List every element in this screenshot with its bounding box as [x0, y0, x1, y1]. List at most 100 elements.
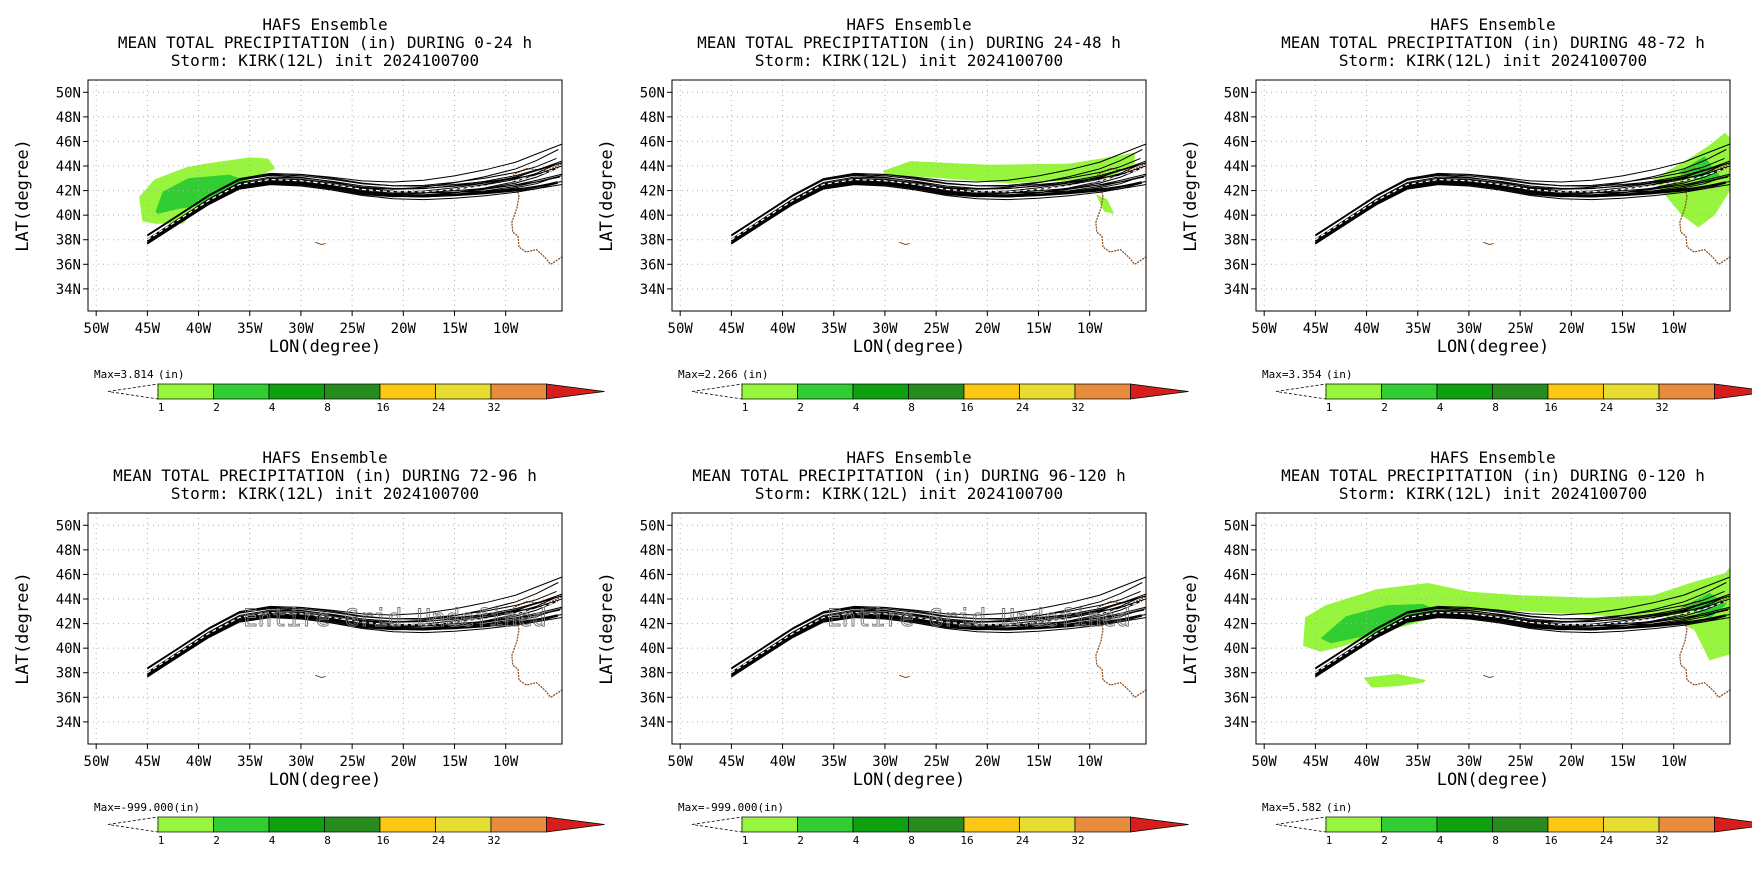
- x-tick-label: 50W: [668, 321, 694, 337]
- y-tick-label: 48N: [640, 543, 665, 559]
- y-tick-label: 38N: [640, 233, 665, 249]
- colorbar-level-label: 1: [742, 401, 749, 414]
- y-tick-label: 42N: [640, 184, 665, 200]
- colorbar-level-label: 4: [853, 834, 860, 847]
- y-tick-label: 34N: [56, 282, 81, 298]
- colorbar-level-label: 2: [213, 834, 220, 847]
- colorbar-level-label: 2: [797, 834, 804, 847]
- max-unit-label: (in): [742, 368, 769, 381]
- y-tick-label: 40N: [1224, 641, 1249, 657]
- colorbar-segment-4: [325, 384, 381, 399]
- y-tick-label: 36N: [1224, 690, 1249, 706]
- undefined-grid-message: Entire Grid Undefined: [827, 604, 1130, 632]
- y-tick-label: 34N: [640, 282, 665, 298]
- y-tick-label: 48N: [56, 543, 81, 559]
- colorbar-segment-7: [1075, 817, 1131, 832]
- plot-area: [88, 80, 567, 311]
- colorbar-segment-1: [1326, 817, 1382, 832]
- x-tick-label: 40W: [186, 321, 212, 337]
- colorbar-level-label: 1: [158, 834, 165, 847]
- panel-subtitle: MEAN TOTAL PRECIPITATION (in) DURING 48-…: [1281, 33, 1705, 52]
- x-tick-label: 45W: [1303, 754, 1329, 770]
- y-tick-label: 38N: [56, 666, 81, 682]
- panel-storm-line: Storm: KIRK(12L) init 2024100700: [171, 51, 479, 70]
- y-tick-label: 50N: [1224, 85, 1249, 101]
- colorbar-segment-5: [380, 817, 436, 832]
- colorbar-level-label: 16: [960, 401, 973, 414]
- colorbar-segment-3: [1437, 817, 1493, 832]
- x-tick-label: 15W: [1026, 321, 1052, 337]
- colorbar-segment-6: [1604, 384, 1660, 399]
- y-tick-label: 46N: [56, 567, 81, 583]
- colorbar-level-label: 8: [1492, 401, 1499, 414]
- x-tick-label: 10W: [1077, 321, 1103, 337]
- colorbar-segment-2: [798, 817, 854, 832]
- y-tick-label: 44N: [56, 159, 81, 175]
- colorbar-level-label: 24: [1600, 401, 1614, 414]
- y-tick-label: 50N: [56, 85, 81, 101]
- y-tick-label: 50N: [56, 518, 81, 534]
- panel-subtitle: MEAN TOTAL PRECIPITATION (in) DURING 96-…: [692, 466, 1125, 485]
- y-tick-label: 46N: [640, 567, 665, 583]
- y-tick-label: 48N: [1224, 543, 1249, 559]
- y-tick-label: 38N: [640, 666, 665, 682]
- colorbar-over-triangle: [1131, 384, 1189, 399]
- x-tick-label: 45W: [719, 321, 745, 337]
- x-tick-label: 15W: [1026, 754, 1052, 770]
- colorbar-segment-3: [853, 384, 909, 399]
- colorbar-segment-1: [158, 384, 214, 399]
- x-tick-label: 40W: [770, 754, 796, 770]
- colorbar-level-label: 1: [1326, 834, 1333, 847]
- y-axis-label: LAT(degree): [1181, 572, 1201, 685]
- x-tick-label: 25W: [923, 754, 949, 770]
- colorbar-segment-7: [1075, 384, 1131, 399]
- x-tick-label: 25W: [923, 321, 949, 337]
- y-axis-label: LAT(degree): [1181, 139, 1201, 252]
- y-tick-label: 38N: [56, 233, 81, 249]
- x-tick-label: 10W: [1661, 754, 1687, 770]
- panel-storm-line: Storm: KIRK(12L) init 2024100700: [755, 51, 1063, 70]
- y-tick-label: 42N: [56, 184, 81, 200]
- y-tick-label: 44N: [640, 159, 665, 175]
- colorbar-level-label: 1: [158, 401, 165, 414]
- x-axis-label: LON(degree): [1437, 770, 1550, 790]
- colorbar-segment-6: [1020, 817, 1076, 832]
- x-tick-label: 45W: [719, 754, 745, 770]
- x-tick-label: 30W: [288, 321, 314, 337]
- x-tick-label: 50W: [84, 321, 110, 337]
- x-tick-label: 30W: [288, 754, 314, 770]
- x-tick-label: 25W: [339, 754, 365, 770]
- colorbar-segment-6: [436, 817, 492, 832]
- colorbar-level-label: 24: [432, 834, 446, 847]
- y-tick-label: 48N: [640, 110, 665, 126]
- max-value-label: Max=2.266: [678, 368, 738, 381]
- colorbar-segment-1: [742, 817, 798, 832]
- azores-island: [315, 675, 325, 677]
- panel-storm-line: Storm: KIRK(12L) init 2024100700: [171, 484, 479, 503]
- colorbar-over-triangle: [1715, 384, 1752, 399]
- max-value-label: Max=5.582: [1262, 801, 1322, 814]
- ensemble-track-1: [1315, 150, 1726, 245]
- colorbar-level-label: 32: [1071, 834, 1084, 847]
- panel-title: HAFS Ensemble: [846, 448, 971, 467]
- colorbar-level-label: 2: [1381, 834, 1388, 847]
- colorbar-segment-1: [1326, 384, 1382, 399]
- colorbar-segment-3: [1437, 384, 1493, 399]
- panel-title: HAFS Ensemble: [262, 448, 387, 467]
- colorbar-level-label: 8: [1492, 834, 1499, 847]
- azores-island: [899, 242, 909, 244]
- y-tick-label: 48N: [1224, 110, 1249, 126]
- colorbar-level-label: 2: [1381, 401, 1388, 414]
- y-tick-label: 34N: [1224, 715, 1249, 731]
- x-tick-label: 10W: [493, 321, 519, 337]
- x-axis-label: LON(degree): [1437, 337, 1550, 357]
- panel-storm-line: Storm: KIRK(12L) init 2024100700: [755, 484, 1063, 503]
- ensemble-track-11: [731, 174, 1148, 241]
- x-tick-label: 35W: [821, 321, 847, 337]
- colorbar-level-label: 24: [1600, 834, 1614, 847]
- colorbar-level-label: 1: [742, 834, 749, 847]
- y-tick-label: 38N: [1224, 666, 1249, 682]
